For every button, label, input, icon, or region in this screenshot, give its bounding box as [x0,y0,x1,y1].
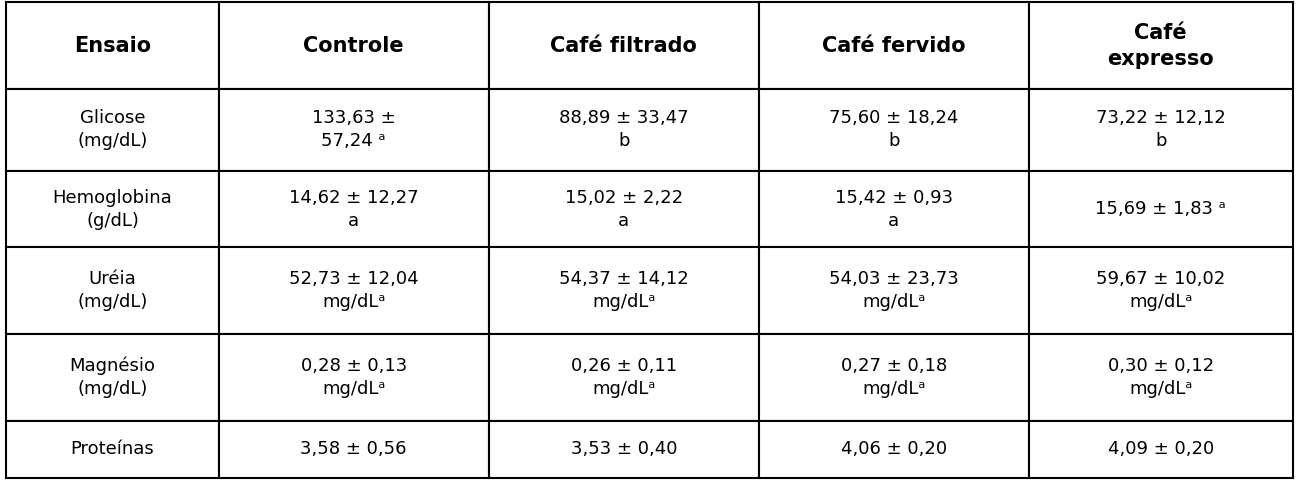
Bar [1029,420,1293,478]
Text: 59,67 ± 10,02
mg/dLᵃ: 59,67 ± 10,02 mg/dLᵃ [1096,270,1225,311]
Bar [759,2,1029,89]
Text: 4,06 ± 0,20: 4,06 ± 0,20 [840,440,947,458]
Bar [488,334,759,420]
Bar [1029,247,1293,334]
Bar [218,171,488,247]
Text: Uréia
(mg/dL): Uréia (mg/dL) [78,270,148,311]
Text: Hemoglobina
(g/dL): Hemoglobina (g/dL) [53,189,173,229]
Bar [6,171,218,247]
Text: Café fervido: Café fervido [822,36,965,56]
Text: Café filtrado: Café filtrado [551,36,698,56]
Bar [759,420,1029,478]
Bar [6,247,218,334]
Text: 0,27 ± 0,18
mg/dLᵃ: 0,27 ± 0,18 mg/dLᵃ [840,357,947,398]
Text: 0,28 ± 0,13
mg/dLᵃ: 0,28 ± 0,13 mg/dLᵃ [300,357,407,398]
Text: 3,53 ± 0,40: 3,53 ± 0,40 [570,440,677,458]
Bar [759,247,1029,334]
Text: 15,69 ± 1,83 ᵃ: 15,69 ± 1,83 ᵃ [1095,200,1226,218]
Text: 0,26 ± 0,11
mg/dLᵃ: 0,26 ± 0,11 mg/dLᵃ [570,357,677,398]
Bar [1029,89,1293,171]
Text: Proteínas: Proteínas [70,440,155,458]
Text: 73,22 ± 12,12
b: 73,22 ± 12,12 b [1096,109,1225,150]
Text: 75,60 ± 18,24
b: 75,60 ± 18,24 b [829,109,959,150]
Bar [488,89,759,171]
Text: 0,30 ± 0,12
mg/dLᵃ: 0,30 ± 0,12 mg/dLᵃ [1108,357,1213,398]
Text: Controle: Controle [304,36,404,56]
Text: 15,02 ± 2,22
a: 15,02 ± 2,22 a [565,189,683,229]
Bar [6,2,218,89]
Bar [1029,2,1293,89]
Text: 52,73 ± 12,04
mg/dLᵃ: 52,73 ± 12,04 mg/dLᵃ [288,270,418,311]
Text: Ensaio: Ensaio [74,36,151,56]
Bar [1029,171,1293,247]
Bar [1029,334,1293,420]
Bar [218,420,488,478]
Text: 4,09 ± 0,20: 4,09 ± 0,20 [1108,440,1213,458]
Bar [218,334,488,420]
Text: 88,89 ± 33,47
b: 88,89 ± 33,47 b [559,109,688,150]
Bar [6,420,218,478]
Bar [759,171,1029,247]
Bar [488,2,759,89]
Text: 15,42 ± 0,93
a: 15,42 ± 0,93 a [835,189,953,229]
Bar [488,247,759,334]
Bar [759,89,1029,171]
Text: Glicose
(mg/dL): Glicose (mg/dL) [78,109,148,150]
Bar [6,89,218,171]
Bar [488,171,759,247]
Text: Magnésio
(mg/dL): Magnésio (mg/dL) [70,357,156,398]
Text: 3,58 ± 0,56: 3,58 ± 0,56 [300,440,407,458]
Text: 14,62 ± 12,27
a: 14,62 ± 12,27 a [288,189,418,229]
Text: 54,03 ± 23,73
mg/dLᵃ: 54,03 ± 23,73 mg/dLᵃ [829,270,959,311]
Bar [6,334,218,420]
Bar [218,247,488,334]
Text: 54,37 ± 14,12
mg/dLᵃ: 54,37 ± 14,12 mg/dLᵃ [559,270,688,311]
Text: 133,63 ±
57,24 ᵃ: 133,63 ± 57,24 ᵃ [312,109,396,150]
Bar [488,420,759,478]
Bar [759,334,1029,420]
Bar [218,2,488,89]
Bar [218,89,488,171]
Text: Café
expresso: Café expresso [1107,23,1215,69]
